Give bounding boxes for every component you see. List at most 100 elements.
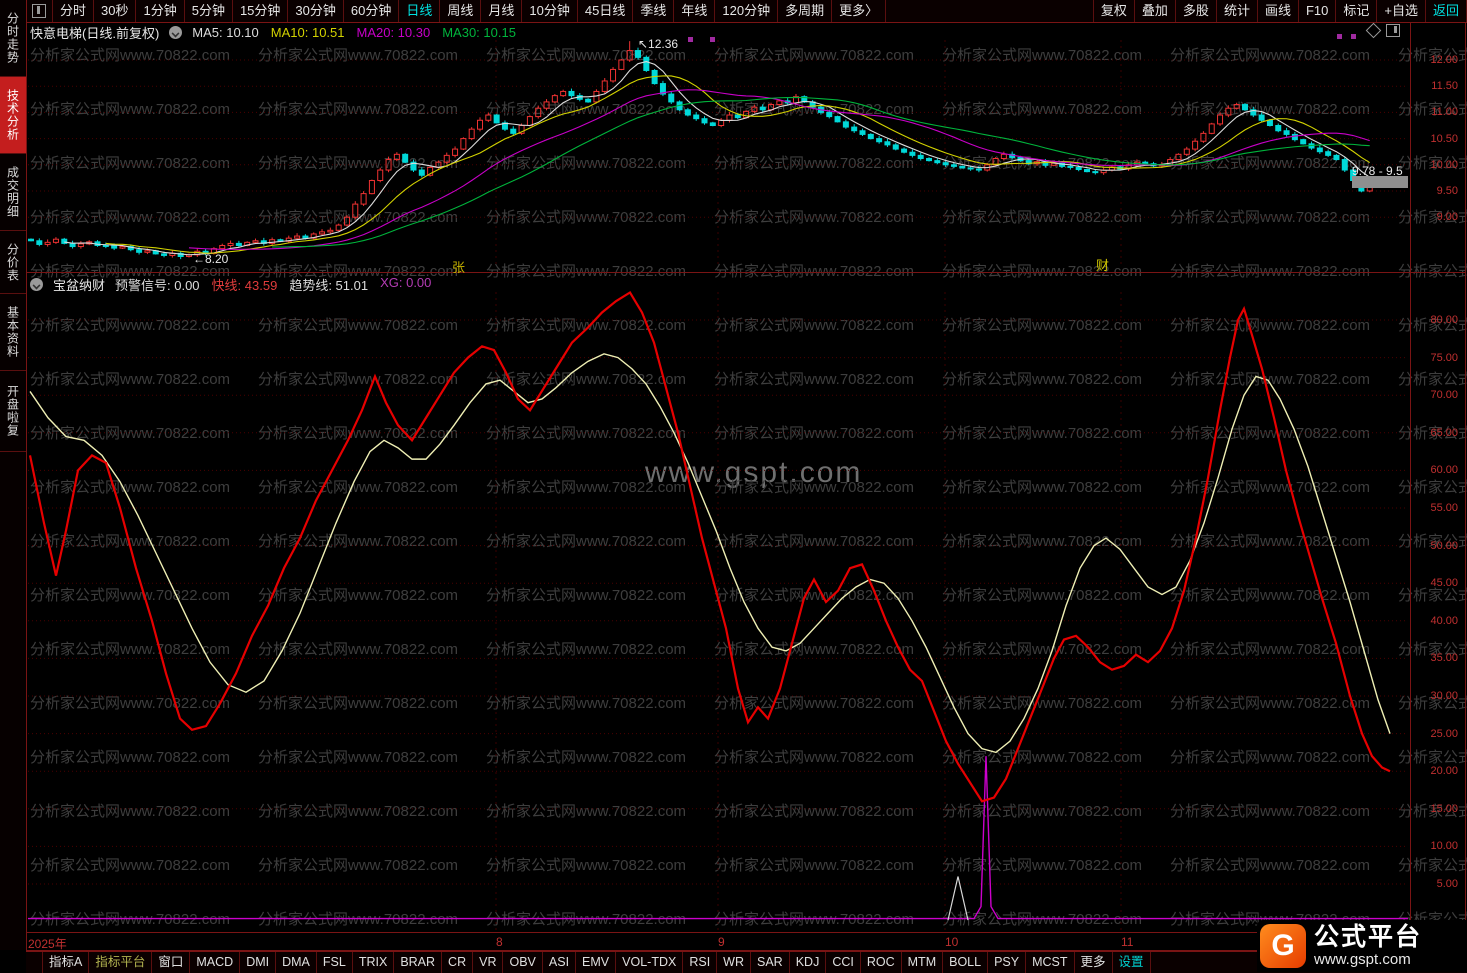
sidebar-item-1[interactable]: 技术分析 <box>0 77 26 154</box>
topbar-tool-7[interactable]: +自选 <box>1377 0 1426 22</box>
sidebar-item-4[interactable]: 基本资料 <box>0 294 26 371</box>
indicator-panel-header: 宝盆纳财 预警信号: 0.00 快线: 43.59 趋势线: 51.01 XG: 0.… <box>30 275 431 293</box>
toolbar-item-16[interactable]: WR <box>717 952 751 973</box>
topbar-tool-8[interactable]: 返回 <box>1426 0 1467 22</box>
toolbar-item-0[interactable]: 指标A <box>42 952 90 973</box>
ma-label-0: MA5: 10.10 <box>192 24 259 40</box>
toolbar-item-10[interactable]: VR <box>473 952 504 973</box>
indicator-toolbar: 指标A 指标平台 窗口 MACD DMI DMA FSL TRIX BRAR CR VR OBV ASI… <box>26 951 1467 973</box>
axis-separator-line <box>1410 22 1411 950</box>
month-label-2: 10 <box>945 935 959 949</box>
month-label-3: 11 <box>1121 935 1134 949</box>
toolbar-item-18[interactable]: KDJ <box>790 952 827 973</box>
topbar-tool-2[interactable]: 多股 <box>1176 0 1217 22</box>
price-tag-box <box>1352 176 1408 188</box>
toolbar-item-5[interactable]: DMA <box>276 952 317 973</box>
topbar-item-16[interactable]: 更多〉 <box>832 0 887 22</box>
topbar-item-1[interactable]: 30秒 <box>94 0 137 22</box>
topbar-tool-3[interactable]: 统计 <box>1217 0 1258 22</box>
topbar-tool-0[interactable]: 复权 <box>1092 0 1135 22</box>
toolbar-item-4[interactable]: DMI <box>240 952 277 973</box>
toolbar-item-25[interactable]: 更多 <box>1075 952 1113 973</box>
year-label: 2025年 <box>28 937 67 951</box>
topbar-tool-4[interactable]: 画线 <box>1258 0 1299 22</box>
toolbar-item-24[interactable]: MCST <box>1026 952 1075 973</box>
topbar-item-4[interactable]: 15分钟 <box>233 0 289 22</box>
toolbar-item-12[interactable]: ASI <box>543 952 577 973</box>
indicator-chevron-icon[interactable] <box>30 277 43 291</box>
period-menu-group: 分时 30秒 1分钟 5分钟 15分钟 30分钟 60分钟 日线 周线 月线 10分钟 45日线 季线年… <box>26 0 887 22</box>
toolbar-item-23[interactable]: PSY <box>988 952 1027 973</box>
toolbar-item-22[interactable]: BOLL <box>943 952 989 973</box>
topbar-item-3[interactable]: 5分钟 <box>185 0 233 22</box>
logo-text: 公式平台 www.gspt.com <box>1314 923 1422 968</box>
floating-mark-1: 财 <box>1096 258 1110 273</box>
topbar-item-10[interactable]: 10分钟 <box>522 0 578 22</box>
topbar-item-11[interactable]: 45日线 <box>578 0 634 22</box>
topbar-item-7[interactable]: 日线 <box>399 0 441 22</box>
indicator-tick-12: 20.00 <box>1430 765 1458 778</box>
topbar-item-5[interactable]: 30分钟 <box>288 0 344 22</box>
topbar-item-0[interactable]: 分时 <box>52 0 95 22</box>
topbar-tool-1[interactable]: 叠加 <box>1135 0 1176 22</box>
candle-panel-header: 快意电梯(日线.前复权) MA5: 10.10 MA10: 10.51 MA20: … <box>30 24 516 41</box>
split-window-icon[interactable] <box>1386 24 1400 37</box>
toolbar-item-6[interactable]: FSL <box>317 952 353 973</box>
topbar-item-12[interactable]: 季线 <box>633 0 675 22</box>
sidebar-item-0[interactable]: 分时走势 <box>0 0 26 77</box>
marker-dot <box>1337 34 1342 39</box>
month-label-1: 9 <box>718 935 725 949</box>
topbar-item-9[interactable]: 月线 <box>481 0 523 22</box>
toolbar-item-26[interactable]: 设置 <box>1113 952 1151 973</box>
topbar-item-8[interactable]: 周线 <box>440 0 482 22</box>
floating-mark-0: 张 <box>452 260 466 275</box>
marker-dot <box>710 37 715 42</box>
topbar-item-15[interactable]: 多周期 <box>778 0 833 22</box>
diamond-tool-icon[interactable] <box>1365 22 1382 39</box>
toolbar-item-19[interactable]: CCI <box>826 952 861 973</box>
toolbar-item-20[interactable]: ROC <box>861 952 902 973</box>
toolbar-item-21[interactable]: MTM <box>902 952 944 973</box>
toolbar-item-9[interactable]: CR <box>442 952 474 973</box>
toolbar-item-17[interactable]: SAR <box>751 952 790 973</box>
toolbar-item-2[interactable]: 窗口 <box>152 952 191 973</box>
gspt-logo[interactable]: G 公式平台 www.gspt.com <box>1257 920 1467 972</box>
indicator-tick-15: 5.00 <box>1436 878 1458 890</box>
sidebar-item-2[interactable]: 成交明细 <box>0 154 26 231</box>
topbar-item-13[interactable]: 年线 <box>674 0 716 22</box>
last-price-tag: 9.78 - 9.5 <box>1352 164 1403 178</box>
ma-label-3: MA30: 10.15 <box>442 24 516 40</box>
topbar-tool-5[interactable]: F10 <box>1299 0 1337 22</box>
toolbar-item-11[interactable]: OBV <box>503 952 543 973</box>
right-edge-line <box>1465 22 1466 950</box>
sidebar-item-5[interactable]: 开盘啦复 <box>0 371 26 452</box>
indicator-tick-7: 45.00 <box>1430 577 1458 590</box>
toolbar-item-15[interactable]: RSI <box>683 952 718 973</box>
period-menu-items: 分时 30秒 1分钟 5分钟 15分钟 30分钟 60分钟 日线 周线 月线 10分钟 45日线 季线年… <box>52 0 887 22</box>
topbar-item-14[interactable]: 120分钟 <box>715 0 779 22</box>
indicator-label-0: 预警信号: 0.00 <box>115 277 200 293</box>
sidebar-item-3[interactable]: 分价表 <box>0 231 26 294</box>
indicator-tick-0: 80.00 <box>1430 314 1458 326</box>
indicator-tick-8: 40.00 <box>1430 614 1458 627</box>
indicator-tick-4: 60.00 <box>1430 464 1458 477</box>
topbar-tool-6[interactable]: 标记 <box>1336 0 1378 22</box>
indicator-tick-5: 55.00 <box>1430 502 1458 514</box>
toolbar-item-7[interactable]: TRIX <box>353 952 395 973</box>
panel-corner-icons <box>1365 22 1400 39</box>
topbar-item-6[interactable]: 60分钟 <box>344 0 400 22</box>
topbar-item-2[interactable]: 1分钟 <box>136 0 185 22</box>
price-tick-6: 9.00 <box>1436 211 1458 224</box>
price-tick-2: 11.00 <box>1431 106 1458 119</box>
indicator-tick-14: 10.00 <box>1430 840 1458 853</box>
toolbar-item-13[interactable]: EMV <box>576 952 617 973</box>
toolbar-item-8[interactable]: BRAR <box>394 952 443 973</box>
toolbar-item-3[interactable]: MACD <box>190 952 241 973</box>
toolbar-item-14[interactable]: VOL-TDX <box>616 952 684 973</box>
toolbar-item-1[interactable]: 指标平台 <box>89 952 153 973</box>
price-tick-5: 9.50 <box>1436 185 1458 197</box>
collapse-chevron-icon[interactable] <box>169 25 183 39</box>
logo-g-icon: G <box>1260 924 1306 968</box>
stock-window-icon[interactable] <box>32 4 46 18</box>
indicator-tick-11: 25.00 <box>1430 727 1458 740</box>
